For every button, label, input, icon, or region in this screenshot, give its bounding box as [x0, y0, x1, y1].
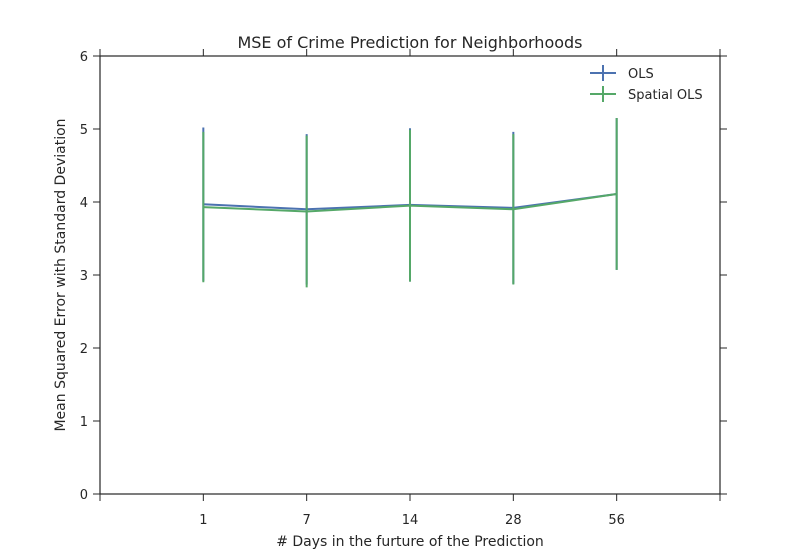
y-tick-label: 3	[80, 269, 88, 284]
legend-label: OLS	[628, 67, 654, 82]
legend-label: Spatial OLS	[628, 88, 703, 103]
y-tick-label: 5	[80, 123, 88, 138]
y-tick-label: 2	[80, 342, 88, 357]
legend: OLS Spatial OLS	[590, 65, 703, 103]
y-axis-label: Mean Squared Error with Standard Deviati…	[53, 118, 69, 431]
y-tick-label: 6	[80, 50, 88, 65]
x-tick-label: 7	[303, 513, 311, 528]
x-tick-label: 28	[505, 513, 522, 528]
y-tick-label: 1	[80, 415, 88, 430]
x-tick-label: 14	[402, 513, 419, 528]
x-tick-label: 56	[608, 513, 625, 528]
y-tick-label: 0	[80, 488, 88, 503]
x-axis-label: # Days in the furture of the Prediction	[276, 534, 544, 550]
chart-title: MSE of Crime Prediction for Neighborhood…	[237, 33, 582, 52]
y-tick-label: 4	[80, 196, 88, 211]
x-tick-label: 1	[199, 513, 207, 528]
